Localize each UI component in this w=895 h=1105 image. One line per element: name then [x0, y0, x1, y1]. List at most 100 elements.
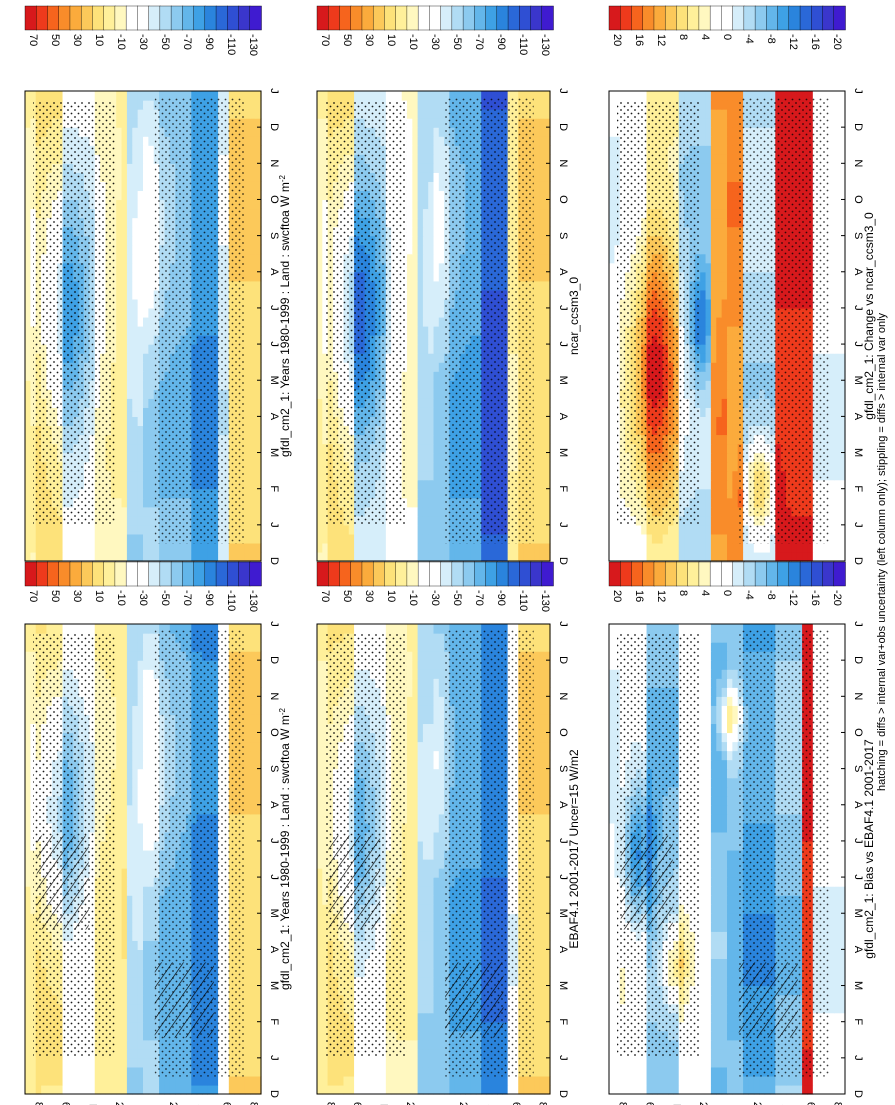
- heat-cell: [78, 542, 85, 553]
- stipple-band: [154, 97, 245, 544]
- heat-cell: [148, 217, 155, 228]
- heat-cell: [121, 244, 128, 255]
- heat-cell: [116, 452, 123, 463]
- heat-cell: [255, 696, 262, 706]
- heat-cell: [250, 163, 257, 173]
- heat-cell: [250, 91, 257, 101]
- heat-cell: [116, 127, 123, 137]
- heat-cell: [132, 1003, 139, 1014]
- heat-cell: [132, 723, 139, 734]
- heat-cell: [507, 1084, 514, 1095]
- heat-cell: [126, 687, 133, 697]
- heat-cell: [244, 217, 251, 228]
- heat-cell: [148, 172, 155, 182]
- heat-cell: [25, 271, 31, 282]
- heat-cell: [137, 994, 144, 1005]
- heat-cell: [486, 1084, 493, 1095]
- heat-cell: [25, 1057, 31, 1068]
- heat-cell: [126, 985, 133, 996]
- heat-cell: [84, 542, 90, 553]
- heat-cell: [255, 443, 262, 454]
- heat-cell: [250, 985, 257, 996]
- heat-cell: [250, 470, 257, 481]
- heat-cell: [116, 91, 123, 101]
- heat-cell: [148, 822, 155, 833]
- heat-cell: [255, 831, 262, 842]
- heat-cell: [25, 994, 31, 1005]
- heat-cell: [116, 425, 123, 436]
- heat-cell: [255, 949, 262, 960]
- heat-cell: [89, 1075, 96, 1086]
- heat-cell: [143, 913, 149, 923]
- heat-cell: [255, 262, 262, 273]
- heat-cell: [137, 831, 144, 842]
- heat-cell: [116, 1012, 123, 1023]
- heat-cell: [94, 1084, 101, 1095]
- heat-cell: [143, 551, 149, 562]
- heat-cell: [255, 723, 262, 734]
- heat-cell: [132, 804, 139, 815]
- heat-cell: [25, 895, 31, 905]
- heat-cell: [132, 235, 139, 246]
- heat-cell: [25, 750, 31, 761]
- heat-cell: [126, 1057, 133, 1068]
- heat-cell: [491, 1084, 498, 1095]
- heat-cell: [244, 849, 251, 860]
- heat-cell: [534, 1039, 541, 1050]
- heat-cell: [250, 931, 257, 941]
- heat-cell: [62, 551, 69, 562]
- month-tick-label: F: [268, 1018, 280, 1025]
- heat-cell: [528, 1084, 535, 1095]
- heat-cell: [94, 624, 101, 634]
- heat-cell: [62, 91, 69, 101]
- heat-cell: [100, 1057, 107, 1068]
- heat-cell: [244, 208, 251, 219]
- heat-cell: [137, 389, 144, 399]
- heat-cell: [502, 1075, 509, 1086]
- heat-cell: [121, 859, 128, 869]
- heat-cell: [126, 380, 133, 390]
- heat-cell: [255, 777, 262, 788]
- heat-cell: [534, 1057, 541, 1068]
- heat-cell: [30, 551, 37, 562]
- heat-cell: [110, 624, 117, 634]
- heat-cell: [25, 371, 31, 381]
- heat-cell: [255, 922, 262, 932]
- heat-cell: [116, 768, 123, 779]
- heat-cell: [148, 344, 155, 354]
- heat-cell: [132, 813, 139, 824]
- heat-cell: [126, 877, 133, 887]
- heat-cell: [143, 253, 149, 264]
- heat-cell: [148, 434, 155, 445]
- heat-cell: [244, 922, 251, 932]
- heat-cell: [148, 840, 155, 851]
- heat-cell: [422, 1021, 429, 1032]
- heat-cell: [250, 208, 257, 219]
- heat-cell: [132, 371, 139, 381]
- heat-cell: [250, 497, 257, 508]
- heat-cell: [250, 922, 257, 932]
- heat-cell: [121, 1012, 128, 1023]
- heat-cell: [25, 497, 31, 508]
- heat-cell: [116, 154, 123, 164]
- heat-cell: [250, 154, 257, 164]
- heat-cell: [244, 488, 251, 499]
- heat-cell: [250, 181, 257, 192]
- heat-cell: [148, 226, 155, 237]
- heat-cell: [78, 533, 85, 544]
- heat-cell: [62, 533, 69, 544]
- heat-cell: [255, 795, 262, 806]
- heat-cell: [67, 624, 74, 634]
- heat-cell: [148, 461, 155, 472]
- heat-cell: [25, 244, 31, 255]
- heat-cell: [126, 822, 133, 833]
- heat-cell: [244, 551, 251, 562]
- heat-cell: [539, 1075, 546, 1086]
- heat-cell: [116, 669, 123, 679]
- heat-cell: [25, 804, 31, 815]
- heat-cell: [116, 163, 123, 173]
- heat-cell: [121, 497, 128, 508]
- heat-cell: [244, 479, 251, 490]
- heat-cell: [250, 389, 257, 399]
- heat-cell: [143, 407, 149, 417]
